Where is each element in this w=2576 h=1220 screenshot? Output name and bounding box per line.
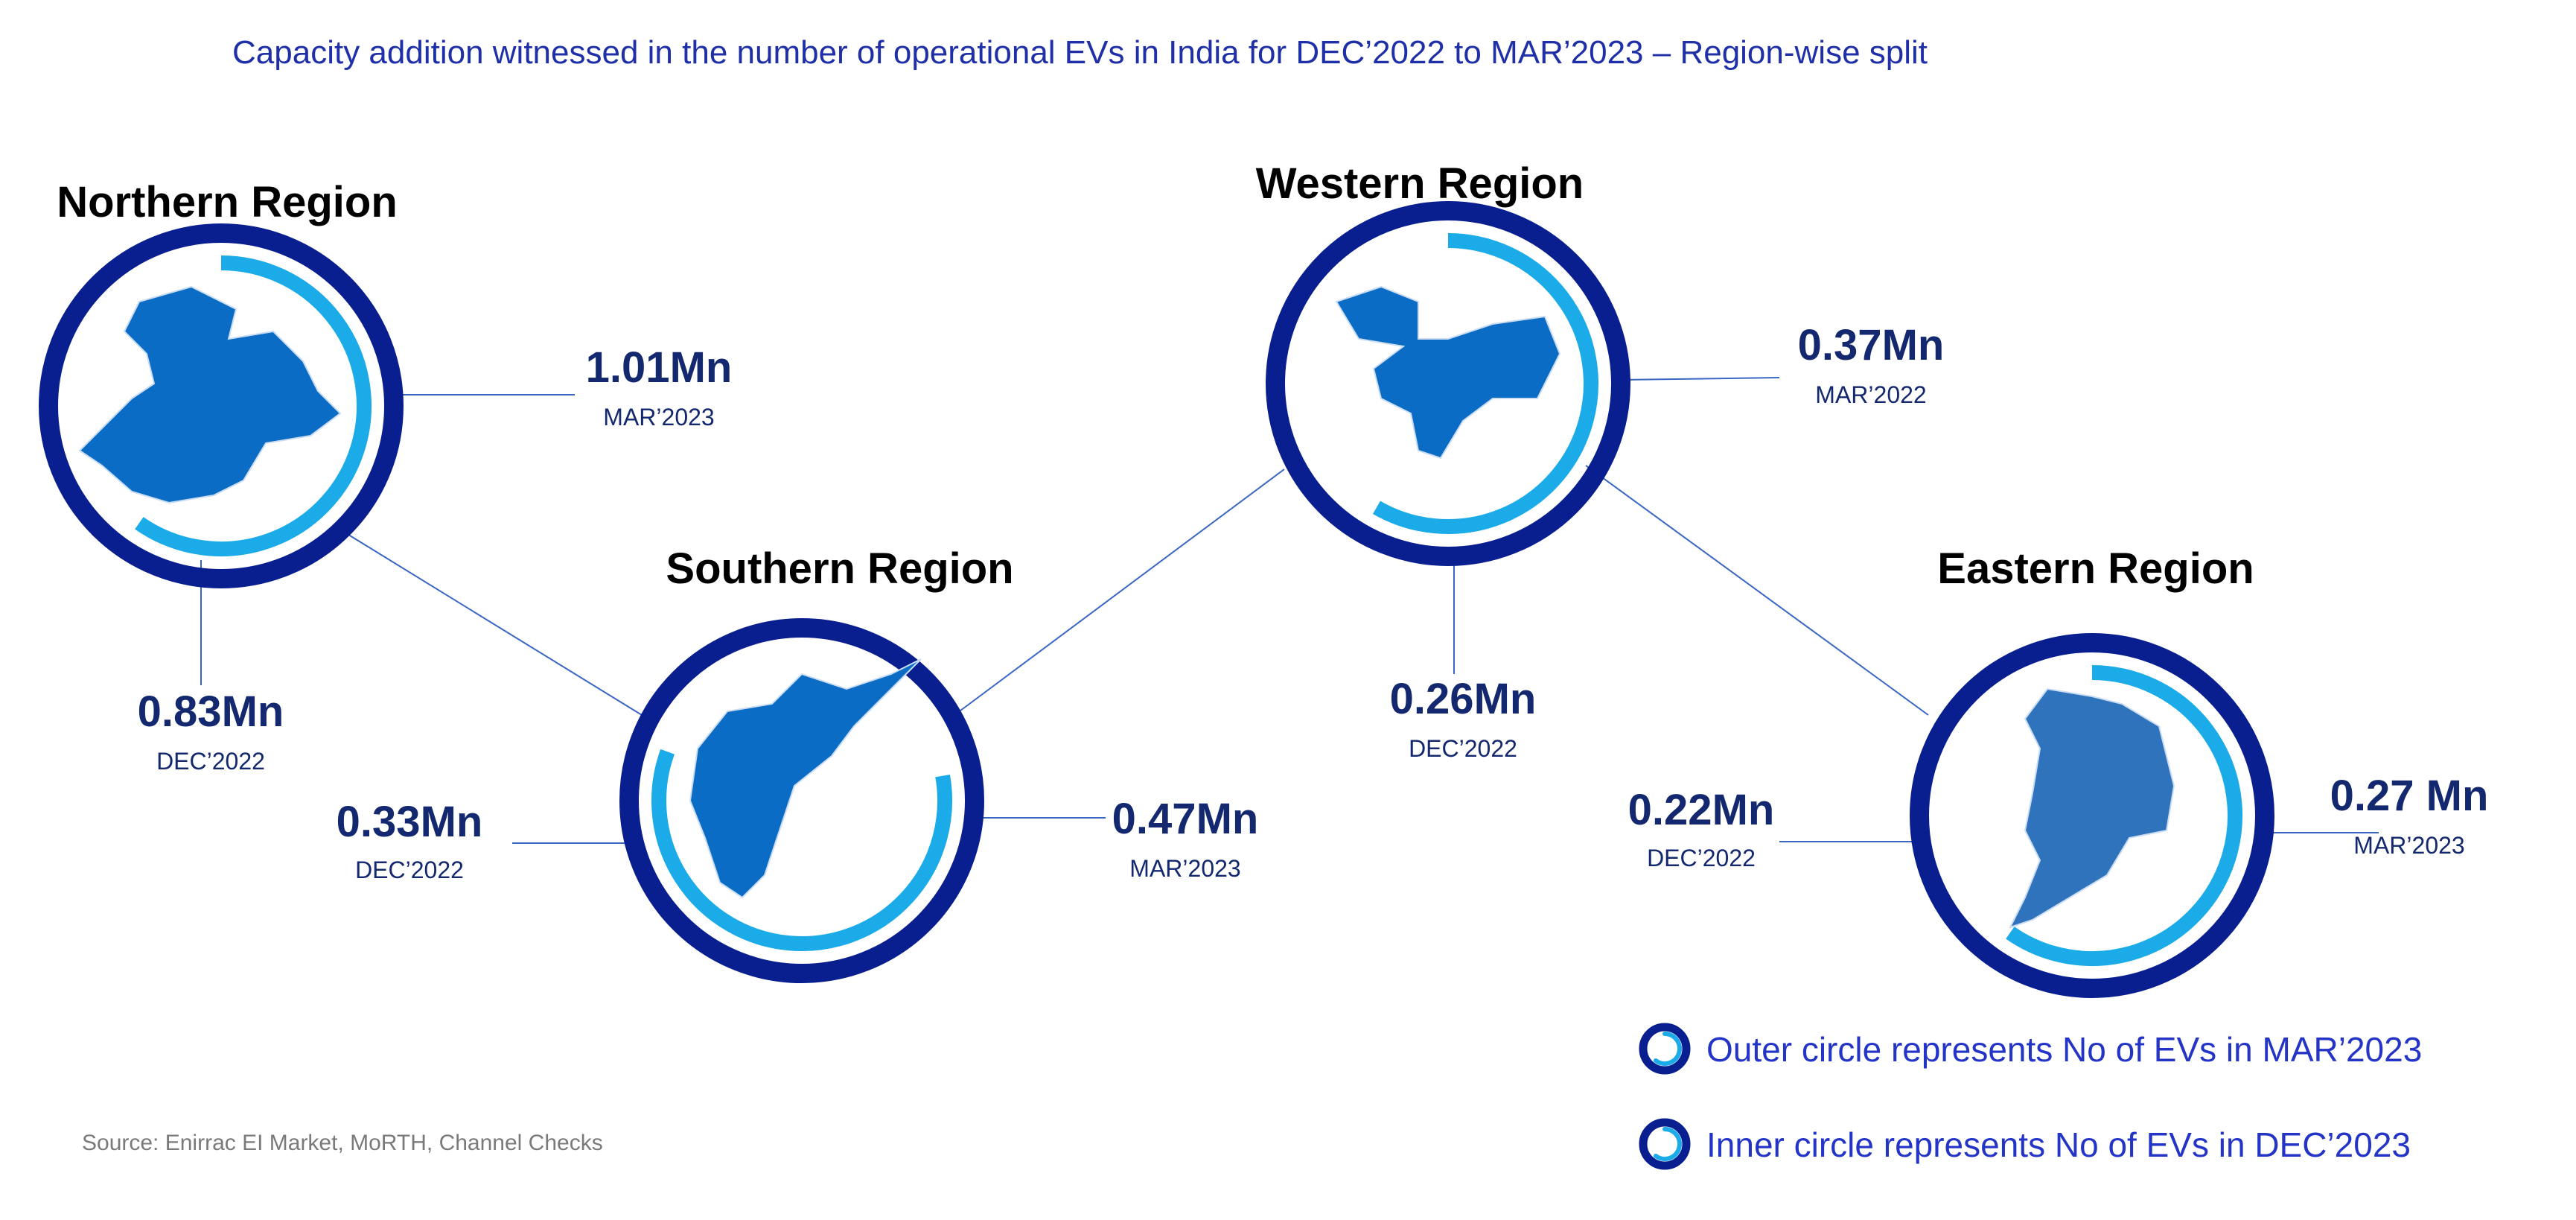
ring-legend-icon xyxy=(1639,1118,1691,1170)
period-label-west-outer: MAR’2022 xyxy=(1815,381,1927,408)
period-label-south-outer: MAR’2023 xyxy=(1129,855,1241,882)
outer-ring-south xyxy=(619,618,984,983)
south-india-map-icon xyxy=(689,658,922,899)
inner-arc-west xyxy=(1373,233,1598,534)
value-label-north-outer: 1.01Mn xyxy=(585,343,733,392)
value-label-west-outer: 0.37Mn xyxy=(1797,321,1945,369)
ring-legend-icon xyxy=(1639,1023,1691,1075)
inner-arc-north xyxy=(135,255,372,556)
connector-line-1 xyxy=(954,468,1285,716)
value-label-east-outer: 0.27 Mn xyxy=(2330,772,2489,820)
period-label-east-outer: MAR’2023 xyxy=(2353,832,2465,859)
west-india-map-icon xyxy=(1335,285,1561,460)
region-title-west: Western Region xyxy=(1255,159,1584,208)
period-label-east-inner: DEC’2022 xyxy=(1647,845,1756,871)
inner-arc-east xyxy=(2006,665,2242,966)
region-title-north: Northern Region xyxy=(57,178,398,226)
east-india-map-icon xyxy=(2009,687,2175,929)
period-label-north-outer: MAR’2023 xyxy=(603,404,715,431)
period-label-west-inner: DEC’2022 xyxy=(1409,735,1517,762)
connector-line-2 xyxy=(1585,465,1929,716)
value-label-south-outer: 0.47Mn xyxy=(1112,795,1259,843)
inner-arc-south xyxy=(651,749,953,951)
leader-line-west-outer xyxy=(1620,377,1780,381)
period-label-south-inner: DEC’2022 xyxy=(355,857,464,883)
region-title-south: Southern Region xyxy=(666,544,1014,593)
legend-label-inner: Inner circle represents No of EVs in DEC… xyxy=(1706,1125,2411,1164)
outer-ring-east xyxy=(1910,633,2274,998)
chart-title: Capacity addition witnessed in the numbe… xyxy=(232,34,1928,71)
legend-label-outer: Outer circle represents No of EVs in MAR… xyxy=(1706,1030,2423,1069)
value-label-south-inner: 0.33Mn xyxy=(336,798,483,846)
value-label-north-inner: 0.83Mn xyxy=(137,687,284,736)
source-note: Source: Enirrac EI Market, MoRTH, Channe… xyxy=(82,1131,603,1155)
value-label-east-inner: 0.22Mn xyxy=(1627,786,1775,834)
outer-ring-west xyxy=(1266,201,1630,566)
outer-ring-north xyxy=(39,223,404,588)
period-label-north-inner: DEC’2022 xyxy=(156,748,265,775)
north-india-map-icon xyxy=(78,285,342,504)
connector-line-0 xyxy=(332,524,643,716)
value-label-west-inner: 0.26Mn xyxy=(1389,675,1537,723)
region-title-east: Eastern Region xyxy=(1937,544,2254,593)
